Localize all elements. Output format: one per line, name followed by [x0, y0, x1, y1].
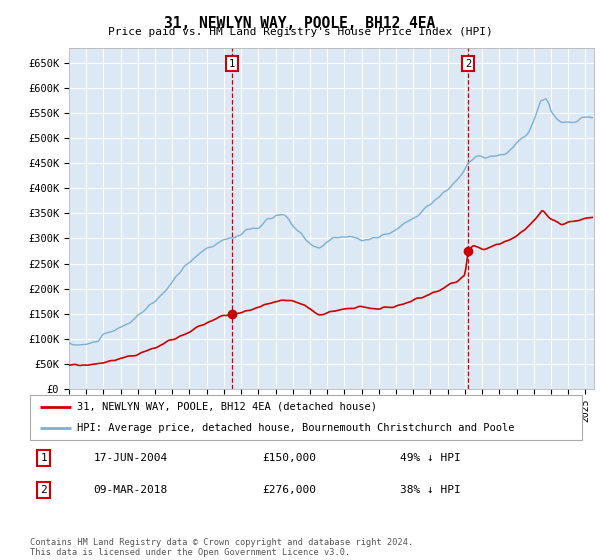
Text: 2: 2: [40, 485, 47, 495]
Text: £276,000: £276,000: [262, 485, 316, 495]
Text: 2: 2: [465, 59, 471, 69]
FancyBboxPatch shape: [30, 395, 582, 440]
Text: 31, NEWLYN WAY, POOLE, BH12 4EA: 31, NEWLYN WAY, POOLE, BH12 4EA: [164, 16, 436, 31]
Text: 1: 1: [229, 59, 235, 69]
Text: 31, NEWLYN WAY, POOLE, BH12 4EA (detached house): 31, NEWLYN WAY, POOLE, BH12 4EA (detache…: [77, 402, 377, 412]
Text: 49% ↓ HPI: 49% ↓ HPI: [400, 453, 461, 463]
Text: 17-JUN-2004: 17-JUN-2004: [94, 453, 168, 463]
Text: 38% ↓ HPI: 38% ↓ HPI: [400, 485, 461, 495]
Text: £150,000: £150,000: [262, 453, 316, 463]
Text: Contains HM Land Registry data © Crown copyright and database right 2024.
This d: Contains HM Land Registry data © Crown c…: [30, 538, 413, 557]
Text: Price paid vs. HM Land Registry's House Price Index (HPI): Price paid vs. HM Land Registry's House …: [107, 27, 493, 38]
Text: 1: 1: [40, 453, 47, 463]
Text: HPI: Average price, detached house, Bournemouth Christchurch and Poole: HPI: Average price, detached house, Bour…: [77, 422, 514, 432]
Text: 09-MAR-2018: 09-MAR-2018: [94, 485, 168, 495]
